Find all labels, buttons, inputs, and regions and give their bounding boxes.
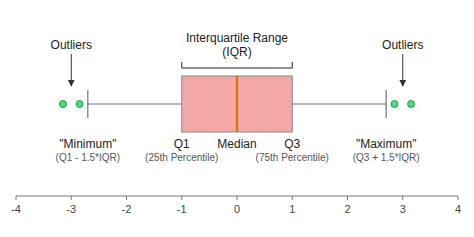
iqr-label: Interquartile Range(IQR) <box>186 31 288 59</box>
x-tick <box>181 196 182 200</box>
x-tick-label: 3 <box>400 203 406 215</box>
x-tick <box>126 196 127 200</box>
iqr-box <box>182 76 293 132</box>
whisker-cap-low <box>87 90 88 118</box>
x-tick <box>402 196 403 200</box>
maximum-label: "Maximum" <box>356 137 417 151</box>
x-tick <box>16 196 17 200</box>
outlier <box>408 101 415 108</box>
q3-label: Q3 <box>284 137 300 151</box>
maximum-note: (Q3 + 1.5*IQR) <box>353 152 420 163</box>
median-line <box>236 76 238 132</box>
x-tick <box>237 196 238 200</box>
x-tick-label: -1 <box>177 203 187 215</box>
q3-note: (75th Percentile) <box>256 152 329 163</box>
minimum-note: (Q1 - 1.5*IQR) <box>56 152 120 163</box>
x-tick-label: 0 <box>234 203 240 215</box>
q1-note: (25th Percentile) <box>145 152 218 163</box>
median-label: Median <box>217 137 256 151</box>
outliers-label: Outliers <box>51 38 92 52</box>
outlier-arrow <box>402 54 403 86</box>
x-tick-label: 2 <box>344 203 350 215</box>
x-tick-label: 4 <box>455 203 461 215</box>
annotations: Interquartile Range(IQR) Q1(25th Percenti… <box>51 31 424 163</box>
outliers-label: Outliers <box>382 38 423 52</box>
outlier <box>59 101 66 108</box>
x-tick-label: -3 <box>66 203 76 215</box>
q1-label: Q1 <box>174 137 190 151</box>
chart: -4-3-2-101234Interquartile Range(IQR)Q1(… <box>0 0 474 237</box>
x-tick <box>71 196 72 200</box>
iqr-bracket <box>182 62 293 68</box>
x-tick-label: 1 <box>289 203 295 215</box>
whisker-cap-high <box>386 90 387 118</box>
x-tick <box>347 196 348 200</box>
x-tick <box>292 196 293 200</box>
outlier <box>391 101 398 108</box>
x-axis: -4 -3 -2 -1 0 1 2 3 4 <box>11 196 461 215</box>
outlier <box>76 101 83 108</box>
minimum-label: "Minimum" <box>59 137 116 151</box>
x-tick <box>458 196 459 200</box>
outlier-arrow <box>71 54 72 86</box>
x-tick-label: -2 <box>122 203 132 215</box>
marks <box>59 76 414 132</box>
x-tick-label: -4 <box>11 203 21 215</box>
